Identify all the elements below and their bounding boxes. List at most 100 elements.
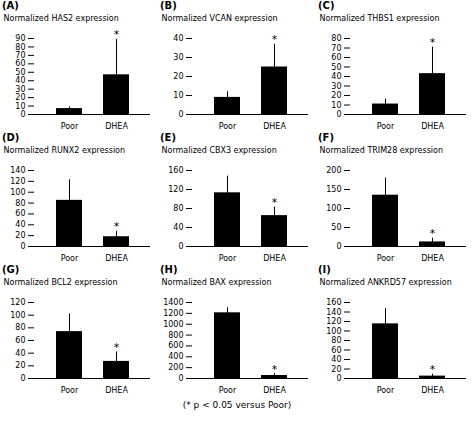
svg-text:Normalized HAS2 expression: Normalized HAS2 expression	[4, 14, 119, 23]
svg-text:1000: 1000	[163, 320, 183, 329]
svg-text:Normalized BCL2 expression: Normalized BCL2 expression	[4, 278, 118, 287]
svg-text:60: 60	[15, 59, 25, 68]
svg-text:120: 120	[168, 185, 183, 194]
svg-text:40: 40	[15, 349, 25, 358]
svg-text:160: 160	[168, 166, 183, 175]
svg-text:10: 10	[15, 102, 25, 111]
svg-text:Normalized ANKRD57 expression: Normalized ANKRD57 expression	[320, 278, 452, 287]
svg-text:Poor: Poor	[219, 386, 237, 395]
svg-text:10: 10	[173, 91, 183, 100]
svg-text:Normalized VCAN expression: Normalized VCAN expression	[162, 14, 278, 23]
svg-text:100: 100	[326, 204, 341, 213]
svg-text:200: 200	[168, 363, 183, 372]
svg-text:80: 80	[15, 199, 25, 208]
svg-text:20: 20	[331, 365, 341, 374]
svg-text:60: 60	[15, 336, 25, 345]
svg-text:50: 50	[331, 63, 341, 72]
svg-text:600: 600	[168, 341, 183, 350]
svg-text:10: 10	[331, 101, 341, 110]
svg-text:200: 200	[326, 166, 341, 175]
svg-text:Poor: Poor	[61, 254, 79, 263]
svg-text:1200: 1200	[163, 309, 183, 318]
svg-text:0: 0	[178, 110, 183, 119]
svg-text:80: 80	[15, 43, 25, 52]
svg-text:30: 30	[331, 82, 341, 91]
svg-text:40: 40	[15, 220, 25, 229]
svg-text:DHEA: DHEA	[421, 386, 444, 395]
svg-text:DHEA: DHEA	[105, 386, 128, 395]
svg-text:30: 30	[15, 85, 25, 94]
svg-text:20: 20	[331, 91, 341, 100]
svg-text:0: 0	[178, 242, 183, 251]
svg-text:0: 0	[336, 242, 341, 251]
svg-text:DHEA: DHEA	[263, 254, 286, 263]
svg-text:0: 0	[336, 110, 341, 119]
svg-text:Normalized CBX3 expression: Normalized CBX3 expression	[162, 146, 277, 155]
svg-text:Normalized THBS1 expression: Normalized THBS1 expression	[320, 14, 440, 23]
svg-text:20: 20	[15, 361, 25, 370]
svg-text:60: 60	[331, 346, 341, 355]
svg-text:Poor: Poor	[219, 254, 237, 263]
svg-text:DHEA: DHEA	[105, 254, 128, 263]
svg-text:0: 0	[20, 374, 25, 383]
svg-text:0: 0	[178, 374, 183, 383]
svg-text:80: 80	[15, 323, 25, 332]
svg-text:DHEA: DHEA	[105, 122, 128, 131]
svg-text:20: 20	[15, 93, 25, 102]
svg-text:DHEA: DHEA	[263, 122, 286, 131]
svg-text:50: 50	[15, 68, 25, 77]
svg-text:*: *	[430, 36, 436, 49]
svg-text:*: *	[430, 363, 436, 376]
svg-text:40: 40	[331, 72, 341, 81]
svg-text:*: *	[114, 220, 120, 233]
svg-text:800: 800	[168, 331, 183, 340]
svg-text:100: 100	[326, 327, 341, 336]
svg-text:140: 140	[326, 308, 341, 317]
svg-text:0: 0	[20, 110, 25, 119]
svg-text:DHEA: DHEA	[421, 122, 444, 131]
svg-text:Poor: Poor	[61, 386, 79, 395]
svg-text:0: 0	[336, 374, 341, 383]
svg-text:Poor: Poor	[377, 122, 395, 131]
svg-text:30: 30	[173, 53, 183, 62]
svg-text:50: 50	[331, 223, 341, 232]
svg-text:160: 160	[326, 298, 341, 307]
svg-text:Poor: Poor	[61, 122, 79, 131]
svg-text:*: *	[272, 33, 278, 46]
svg-text:400: 400	[168, 352, 183, 361]
svg-text:120: 120	[326, 317, 341, 326]
svg-text:Poor: Poor	[377, 254, 395, 263]
svg-text:*: *	[114, 341, 120, 354]
svg-text:100: 100	[10, 311, 25, 320]
svg-text:*: *	[272, 363, 278, 376]
svg-text:*: *	[272, 196, 278, 209]
svg-text:Poor: Poor	[219, 122, 237, 131]
svg-text:20: 20	[15, 231, 25, 240]
svg-text:40: 40	[173, 34, 183, 43]
svg-text:120: 120	[10, 177, 25, 186]
svg-text:70: 70	[331, 44, 341, 53]
svg-text:100: 100	[10, 188, 25, 197]
svg-text:60: 60	[331, 53, 341, 62]
svg-text:*: *	[114, 28, 120, 41]
svg-text:80: 80	[331, 336, 341, 345]
svg-text:70: 70	[15, 51, 25, 60]
svg-text:140: 140	[10, 166, 25, 175]
svg-text:Normalized RUNX2 expression: Normalized RUNX2 expression	[4, 146, 126, 155]
svg-text:60: 60	[15, 209, 25, 218]
svg-text:40: 40	[331, 355, 341, 364]
svg-text:1400: 1400	[163, 298, 183, 307]
svg-text:40: 40	[173, 223, 183, 232]
svg-text:DHEA: DHEA	[421, 254, 444, 263]
svg-text:80: 80	[173, 204, 183, 213]
svg-text:0: 0	[20, 242, 25, 251]
svg-text:Normalized BAX expression: Normalized BAX expression	[162, 278, 272, 287]
svg-text:*: *	[430, 227, 436, 240]
svg-text:Poor: Poor	[377, 386, 395, 395]
svg-text:120: 120	[10, 298, 25, 307]
svg-text:20: 20	[173, 72, 183, 81]
svg-text:40: 40	[15, 76, 25, 85]
svg-text:80: 80	[331, 34, 341, 43]
svg-text:DHEA: DHEA	[263, 386, 286, 395]
svg-text:Normalized TRIM28 expression: Normalized TRIM28 expression	[320, 146, 444, 155]
